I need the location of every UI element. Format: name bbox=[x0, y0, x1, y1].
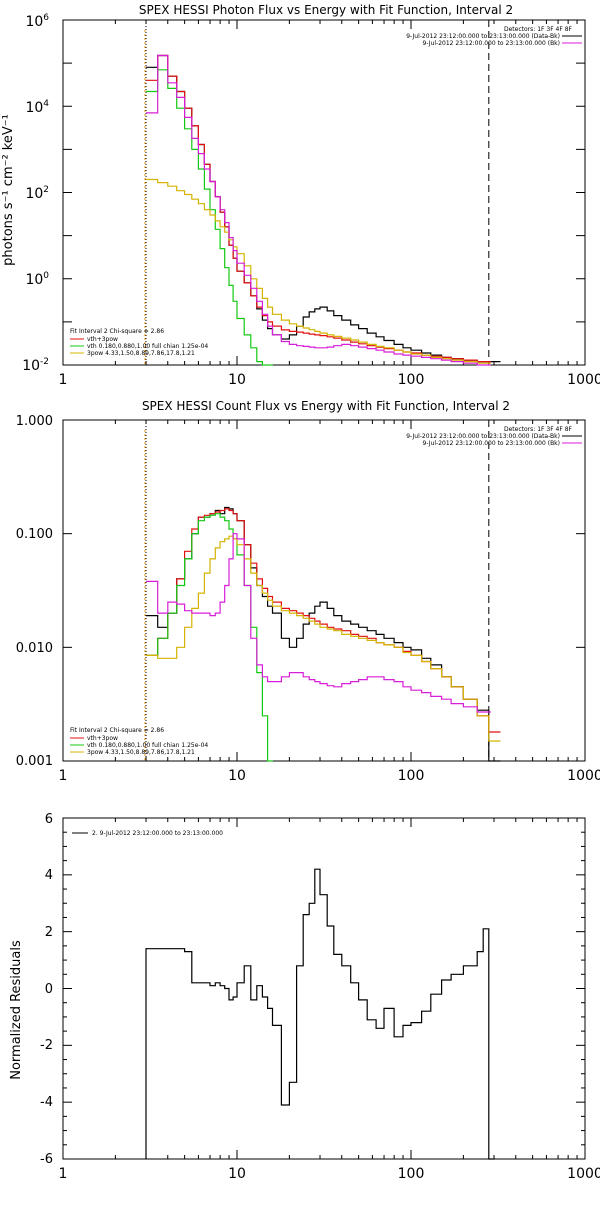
plot-frame bbox=[62, 817, 586, 1160]
series-group bbox=[144, 20, 501, 366]
legend-item-text: vth+3pow bbox=[87, 735, 118, 742]
legend-item-text: 2. 9-Jul-2012 23:12:00.000 to 23:13:00.0… bbox=[92, 830, 223, 837]
x-tick-labels: 1 10 100 1000 bbox=[59, 768, 600, 784]
y-tick-label: 102 bbox=[25, 185, 49, 202]
legend-item-text: 9-Jul-2012 23:12:00.000 to 23:13:00.000 … bbox=[422, 440, 560, 447]
x-tick-label: 1 bbox=[59, 372, 68, 388]
y-tick-label: 1.000 bbox=[16, 414, 53, 429]
legend-bottom-left: Fit Interval 2 Chi-square = 2.86 vth+3po… bbox=[70, 328, 208, 357]
legend-header: Fit Interval 2 Chi-square = 2.86 bbox=[70, 328, 164, 335]
photon-flux-panel: SPEX HESSI Photon Flux vs Energy with Fi… bbox=[1, 3, 600, 388]
legend-item-text: 9-Jul-2012 23:12:00.000 to 23:13:00.000 … bbox=[406, 33, 560, 40]
legend-item-text: vth 0.180,0.880,1.00 full chian 1.25e-04 bbox=[87, 343, 208, 350]
legend-header: Detectors: 1F 3F 4F 8F bbox=[504, 426, 573, 433]
x-tick-label: 1000 bbox=[567, 372, 600, 388]
x-tick-label: 10 bbox=[228, 768, 246, 784]
y-tick-label: 0 bbox=[45, 982, 53, 997]
series-3pow bbox=[146, 535, 501, 742]
x-tick-label: 1 bbox=[59, 768, 68, 784]
axis-ticks bbox=[62, 19, 586, 366]
y-tick-labels: -6 -4 -2 0 2 4 6 bbox=[40, 812, 53, 1167]
series-3pow bbox=[146, 178, 491, 364]
series-group bbox=[145, 868, 495, 1160]
x-tick-label: 100 bbox=[398, 372, 425, 388]
x-tick-labels: 1 10 100 1000 bbox=[59, 1166, 600, 1182]
chart-title: SPEX HESSI Count Flux vs Energy with Fit… bbox=[142, 399, 510, 413]
y-tick-label: 106 bbox=[25, 13, 49, 30]
series-data-bk bbox=[146, 506, 501, 762]
legend-top-right: Detectors: 1F 3F 4F 8F 9-Jul-2012 23:12:… bbox=[406, 426, 582, 447]
count-flux-panel: SPEX HESSI Count Flux vs Energy with Fit… bbox=[16, 399, 600, 784]
legend-item-text: 9-Jul-2012 23:12:00.000 to 23:13:00.000 … bbox=[406, 433, 560, 440]
y-tick-label: 10-2 bbox=[22, 357, 49, 374]
axis-ticks bbox=[62, 419, 586, 762]
legend-bottom-left: Fit Interval 2 Chi-square = 2.86 vth+3po… bbox=[70, 727, 208, 756]
y-tick-label: -6 bbox=[40, 1152, 53, 1167]
plot-frame bbox=[62, 19, 586, 366]
y-tick-label: 0.010 bbox=[16, 641, 53, 656]
y-tick-label: -4 bbox=[40, 1095, 53, 1110]
y-tick-label: 0.100 bbox=[16, 527, 53, 542]
legend-item-text: vth 0.180,0.880,1.00 full chian 1.25e-04 bbox=[87, 742, 208, 749]
x-tick-label: 100 bbox=[398, 768, 425, 784]
legend-item-text: vth+3pow bbox=[87, 336, 118, 343]
legend-header: Fit Interval 2 Chi-square = 2.86 bbox=[70, 727, 164, 734]
x-tick-label: 1 bbox=[59, 1166, 68, 1182]
y-tick-label: 6 bbox=[45, 812, 53, 827]
y-tick-label: 104 bbox=[25, 99, 49, 116]
x-tick-label: 1000 bbox=[567, 1166, 600, 1182]
chart-title: SPEX HESSI Photon Flux vs Energy with Fi… bbox=[139, 3, 513, 17]
x-tick-label: 10 bbox=[228, 372, 246, 388]
y-tick-label: 4 bbox=[45, 868, 53, 883]
x-tick-label: 10 bbox=[228, 1166, 246, 1182]
y-tick-label: 2 bbox=[45, 925, 53, 940]
series-vth bbox=[146, 513, 273, 762]
legend-item-text: 9-Jul-2012 23:12:00.000 to 23:13:00.000 … bbox=[422, 40, 560, 47]
legend-item-text: 3pow 4.33,1.50,8.89,7.86,17.8,1.21 bbox=[87, 749, 195, 756]
legend-header: Detectors: 1F 3F 4F 8F bbox=[504, 26, 573, 33]
series-vth-3pow bbox=[146, 508, 501, 733]
legend-top-right: Detectors: 1F 3F 4F 8F 9-Jul-2012 23:12:… bbox=[406, 26, 582, 47]
legend-item-text: 3pow 4.33,1.50,8.89,7.86,17.8,1.21 bbox=[87, 350, 195, 357]
residuals-panel: Normalized Residuals 1 10 100 1000 -6 -4… bbox=[9, 812, 600, 1182]
series-vth bbox=[146, 69, 273, 366]
series-data-bk bbox=[146, 54, 501, 363]
x-tick-labels: 1 10 100 1000 bbox=[59, 372, 600, 388]
series-vth-3pow bbox=[146, 54, 491, 363]
y-tick-label: 0.001 bbox=[16, 754, 53, 769]
plot-frame bbox=[62, 419, 586, 762]
y-tick-label: 100 bbox=[25, 271, 49, 288]
x-tick-label: 100 bbox=[398, 1166, 425, 1182]
y-tick-labels: 10-2 100 102 104 106 bbox=[22, 13, 49, 374]
axis-ticks bbox=[62, 817, 586, 1160]
y-axis-label: photons s⁻¹ cm⁻² keV⁻¹ bbox=[1, 114, 16, 266]
series-2-9-jul-2012-23-12-00-000-to-23-13-00-000 bbox=[145, 868, 495, 1160]
y-tick-labels: 0.001 0.010 0.100 1.000 bbox=[16, 414, 53, 769]
series-bk bbox=[146, 54, 491, 366]
series-bk bbox=[146, 533, 491, 713]
legend-top-left: 2. 9-Jul-2012 23:12:00.000 to 23:13:00.0… bbox=[72, 830, 223, 837]
x-tick-label: 1000 bbox=[567, 768, 600, 784]
series-group bbox=[144, 420, 501, 762]
y-tick-label: -2 bbox=[40, 1038, 53, 1053]
y-axis-label: Normalized Residuals bbox=[9, 940, 24, 1080]
